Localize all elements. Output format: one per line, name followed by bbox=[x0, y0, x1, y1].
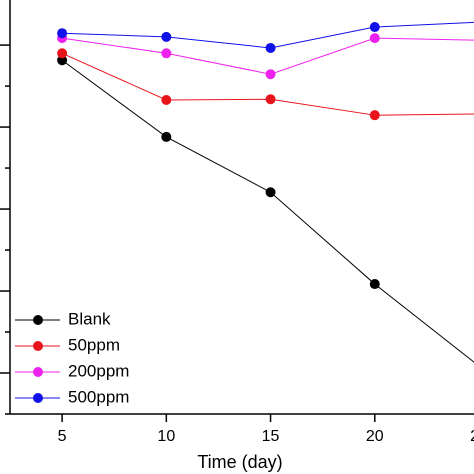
data-point bbox=[161, 95, 172, 106]
data-point bbox=[161, 131, 172, 142]
data-point bbox=[369, 22, 380, 33]
x-axis-label: Time (day) bbox=[197, 452, 282, 472]
x-tick-label: 15 bbox=[262, 428, 280, 445]
data-point bbox=[265, 94, 276, 105]
data-point bbox=[57, 28, 68, 39]
data-point bbox=[369, 279, 380, 290]
data-point bbox=[57, 48, 68, 59]
series-line bbox=[62, 37, 474, 75]
legend-label: 500ppm bbox=[68, 387, 129, 406]
legend-marker bbox=[33, 315, 43, 325]
x-tick-label: 25 bbox=[470, 428, 474, 445]
legend-label: 50ppm bbox=[68, 335, 120, 354]
data-point bbox=[265, 69, 276, 80]
data-point bbox=[369, 33, 380, 44]
series-line bbox=[61, 59, 474, 363]
legend-label: Blank bbox=[68, 309, 111, 328]
data-point bbox=[161, 31, 172, 42]
data-point bbox=[57, 55, 68, 66]
data-point bbox=[265, 42, 276, 53]
data-point bbox=[161, 48, 172, 59]
x-tick-label: 20 bbox=[366, 428, 384, 445]
legend-label: 200ppm bbox=[68, 361, 129, 380]
x-tick-label: 10 bbox=[157, 428, 175, 445]
legend-marker bbox=[33, 341, 43, 351]
data-point bbox=[369, 110, 380, 121]
legend-marker bbox=[33, 367, 43, 377]
data-point bbox=[265, 187, 276, 198]
x-tick-label: 5 bbox=[58, 428, 67, 445]
legend-marker bbox=[33, 393, 43, 403]
